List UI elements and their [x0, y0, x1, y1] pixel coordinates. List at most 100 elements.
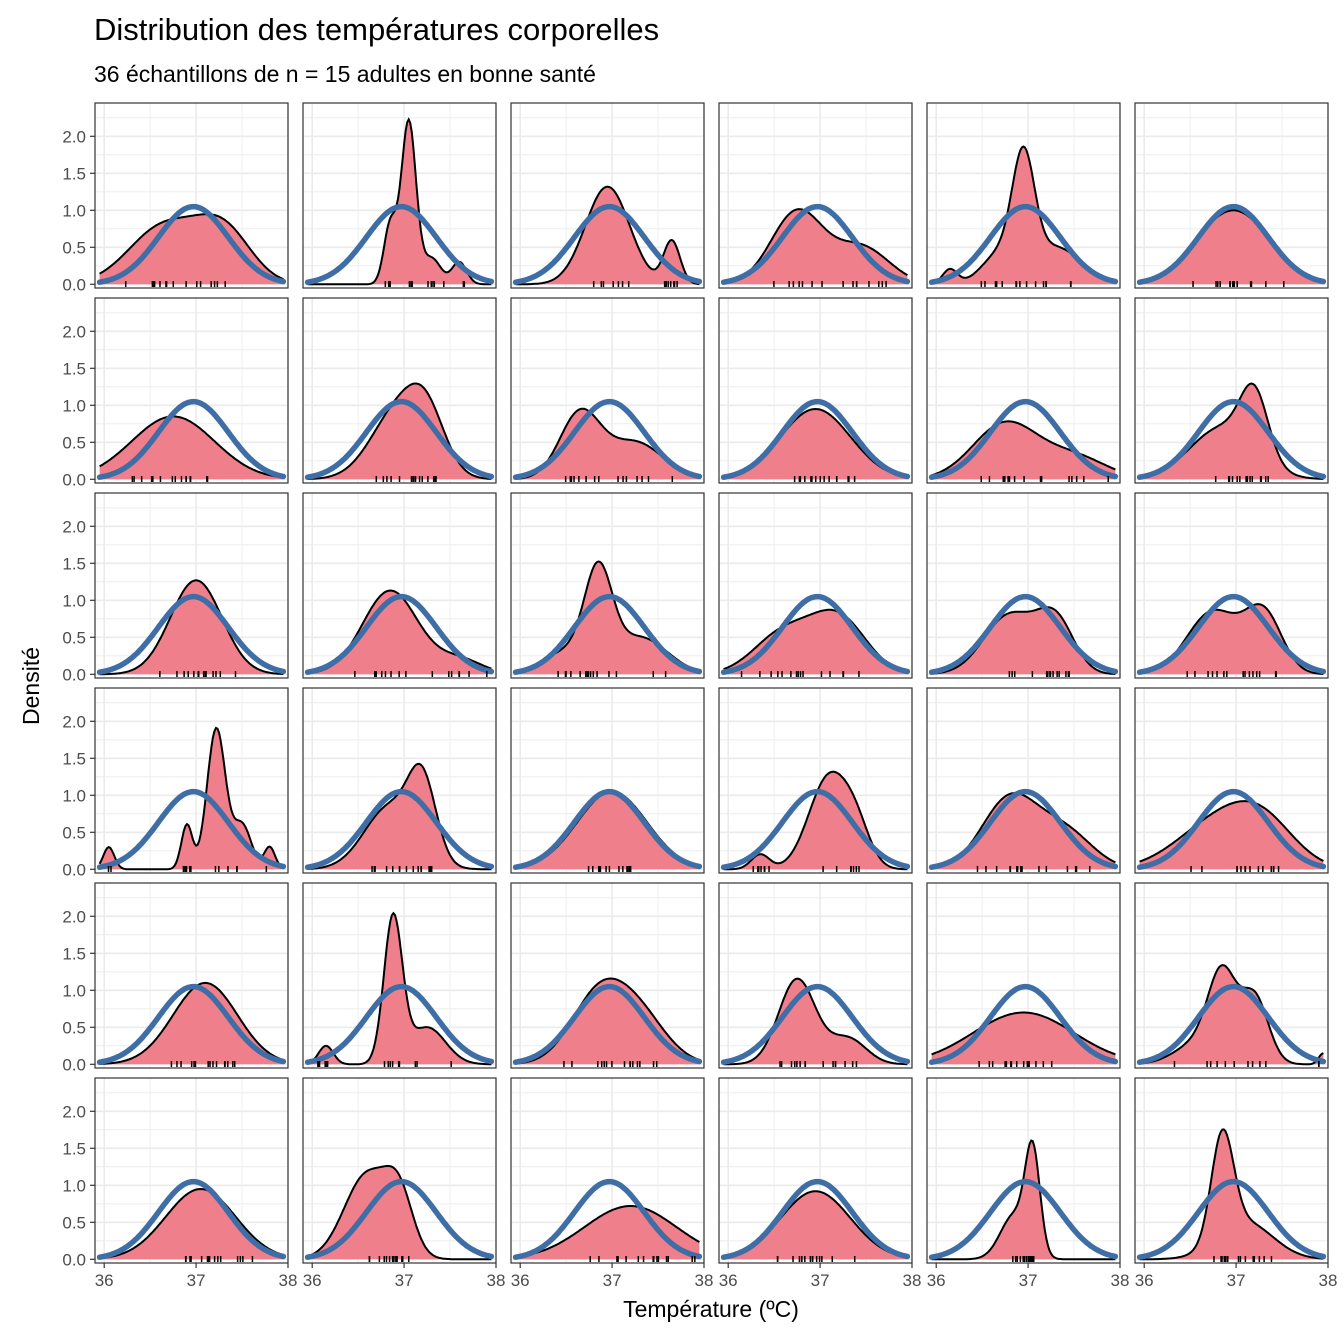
facet-panel-11 [926, 297, 1121, 484]
density-area [515, 561, 700, 675]
density-line [515, 977, 700, 1065]
facet-panel-25: 0.0 0.5 1.0 1.5 2.0 [62, 882, 289, 1074]
y-tick-label: 1.5 [62, 164, 86, 183]
x-tick-label: 36 [303, 1271, 322, 1290]
panel-border [718, 687, 913, 874]
facet-panel-15 [510, 492, 705, 679]
density-area [515, 408, 700, 480]
density-line [307, 1164, 492, 1261]
panel-border [302, 882, 497, 1069]
density-area [1139, 1129, 1324, 1260]
density-area [931, 607, 1116, 675]
facet-panel-31: 0.0 0.5 1.0 1.5 2.0 36 37 38 [62, 1077, 298, 1290]
y-axis-title: Densité [18, 647, 44, 725]
density-area [723, 409, 908, 480]
y-tick-label: 1.0 [62, 1176, 86, 1195]
x-axis-title: Température (ºC) [623, 1296, 799, 1322]
facet-panel-28 [718, 882, 913, 1069]
y-tick-label: 0.5 [62, 823, 86, 842]
facet-panel-9 [510, 297, 705, 484]
panel-border [510, 297, 705, 484]
normal-curve [720, 398, 911, 480]
panel-border [510, 882, 705, 1069]
x-tick-label: 37 [811, 1271, 830, 1290]
normal-curve [512, 1178, 703, 1260]
normal-curve [928, 593, 1119, 675]
panel-border [1134, 687, 1329, 874]
normal-curve [1136, 203, 1327, 285]
x-tick-label: 37 [1227, 1271, 1246, 1290]
panel-border [926, 687, 1121, 874]
density-area [307, 383, 492, 480]
panel-border [926, 882, 1121, 1069]
panel-border [94, 1077, 289, 1264]
x-tick-label: 38 [279, 1271, 298, 1290]
panel-border [718, 492, 913, 679]
y-tick-label: 1.0 [62, 396, 86, 415]
density-area [307, 763, 492, 870]
density-line [1139, 964, 1324, 1066]
density-area [723, 1191, 908, 1260]
x-tick-label: 37 [395, 1271, 414, 1290]
normal-curve [512, 788, 703, 870]
panel-border [94, 882, 289, 1069]
x-tick-label: 36 [927, 1271, 946, 1290]
panel-border [926, 297, 1121, 484]
density-area [99, 214, 284, 285]
normal-curve [720, 788, 911, 870]
y-tick-label: 0.0 [62, 860, 86, 879]
density-line [99, 1187, 284, 1260]
panel-border [510, 492, 705, 679]
y-tick-label: 1.0 [62, 201, 86, 220]
normal-curve [720, 203, 911, 285]
facet-panel-12 [1134, 297, 1329, 484]
panel-border [718, 1077, 913, 1264]
y-tick-label: 1.5 [62, 749, 86, 768]
y-tick-label: 2.0 [62, 712, 86, 731]
panel-border [510, 687, 705, 874]
facet-panel-10 [718, 297, 913, 484]
facet-panel-32: 36 37 38 [302, 1077, 505, 1290]
density-area [99, 580, 284, 675]
density-area [99, 416, 284, 480]
y-tick-label: 1.5 [62, 1139, 86, 1158]
x-tick-label: 38 [1111, 1271, 1130, 1290]
density-area [515, 186, 700, 285]
density-line [307, 911, 492, 1066]
chart-title: Distribution des températures corporelle… [94, 12, 659, 47]
y-tick-label: 1.0 [62, 786, 86, 805]
normal-curve [720, 593, 911, 675]
x-tick-label: 36 [719, 1271, 738, 1290]
normal-curve [1136, 593, 1327, 675]
density-line [515, 185, 700, 286]
panel-border [718, 102, 913, 289]
normal-curve [304, 398, 495, 480]
x-tick-label: 36 [95, 1271, 114, 1290]
density-area [931, 146, 1116, 285]
x-tick-label: 37 [1019, 1271, 1038, 1290]
density-line [307, 382, 492, 480]
density-line [99, 213, 284, 281]
normal-curve [1136, 398, 1327, 480]
panel-border [718, 297, 913, 484]
facet-panel-20 [302, 687, 497, 874]
normal-curve [304, 788, 495, 870]
panel-border [718, 882, 913, 1069]
density-line [931, 1011, 1116, 1056]
y-tick-label: 0.0 [62, 1055, 86, 1074]
normal-curve [512, 203, 703, 285]
y-tick-label: 0.5 [62, 1018, 86, 1037]
normal-curve [304, 1178, 495, 1260]
y-tick-label: 1.5 [62, 944, 86, 963]
panel-border [1134, 297, 1329, 484]
normal-curve [720, 1178, 911, 1260]
panel-border [1134, 492, 1329, 679]
normal-curve [304, 203, 495, 285]
normal-curve [96, 983, 287, 1065]
density-line [98, 726, 284, 871]
x-tick-label: 36 [1135, 1271, 1154, 1290]
y-tick-label: 1.5 [62, 554, 86, 573]
facet-panel-26 [302, 882, 497, 1069]
